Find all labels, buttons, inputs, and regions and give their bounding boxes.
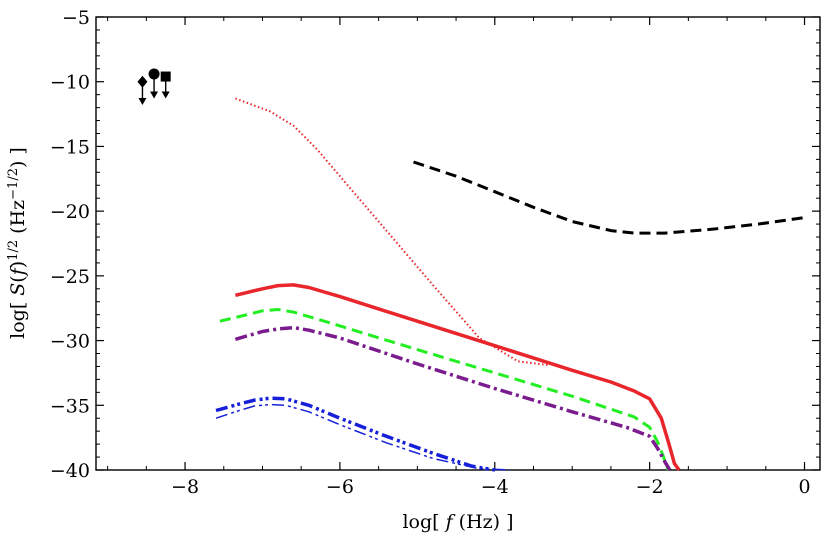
x-tick-label: −8 [171, 476, 199, 498]
limit-arrow-head [138, 98, 147, 106]
y-tick-label: −30 [50, 331, 90, 353]
y-tick-label: −10 [50, 72, 90, 94]
series-line [215, 396, 496, 472]
y-tick-label: −15 [50, 136, 90, 158]
series-line [234, 325, 672, 471]
square-marker [160, 71, 171, 82]
limit-arrow-head [150, 91, 159, 99]
x-tick-label: −2 [636, 476, 664, 498]
series-group [215, 97, 805, 472]
series-line [234, 283, 681, 472]
x-tick-label: 0 [798, 476, 810, 498]
x-axis-label: log[ f (Hz) ] [402, 511, 513, 533]
upper-limit-markers [137, 68, 171, 106]
series-line [235, 97, 550, 367]
y-axis-label: log[ S(f)1/2 (Hz−1/2) ] [6, 147, 29, 339]
limit-arrow-head [161, 91, 170, 99]
series-line [215, 403, 511, 471]
series-line [413, 160, 805, 235]
x-tick-label: −4 [481, 476, 509, 498]
x-tick-label: −6 [326, 476, 354, 498]
tick-labels: −8 −6 −4 −2 0−5−10−15−20−25−30−35−40 [50, 7, 811, 498]
y-tick-label: −25 [50, 266, 90, 288]
y-tick-label: −40 [50, 460, 90, 482]
plot-frame [95, 16, 821, 471]
diamond-marker [137, 75, 148, 88]
y-tick-label: −20 [50, 201, 90, 223]
y-tick-label: −35 [50, 395, 90, 417]
circle-marker [148, 68, 160, 80]
y-tick-label: −5 [62, 7, 90, 29]
ticks [96, 16, 820, 471]
series-line [219, 308, 670, 471]
